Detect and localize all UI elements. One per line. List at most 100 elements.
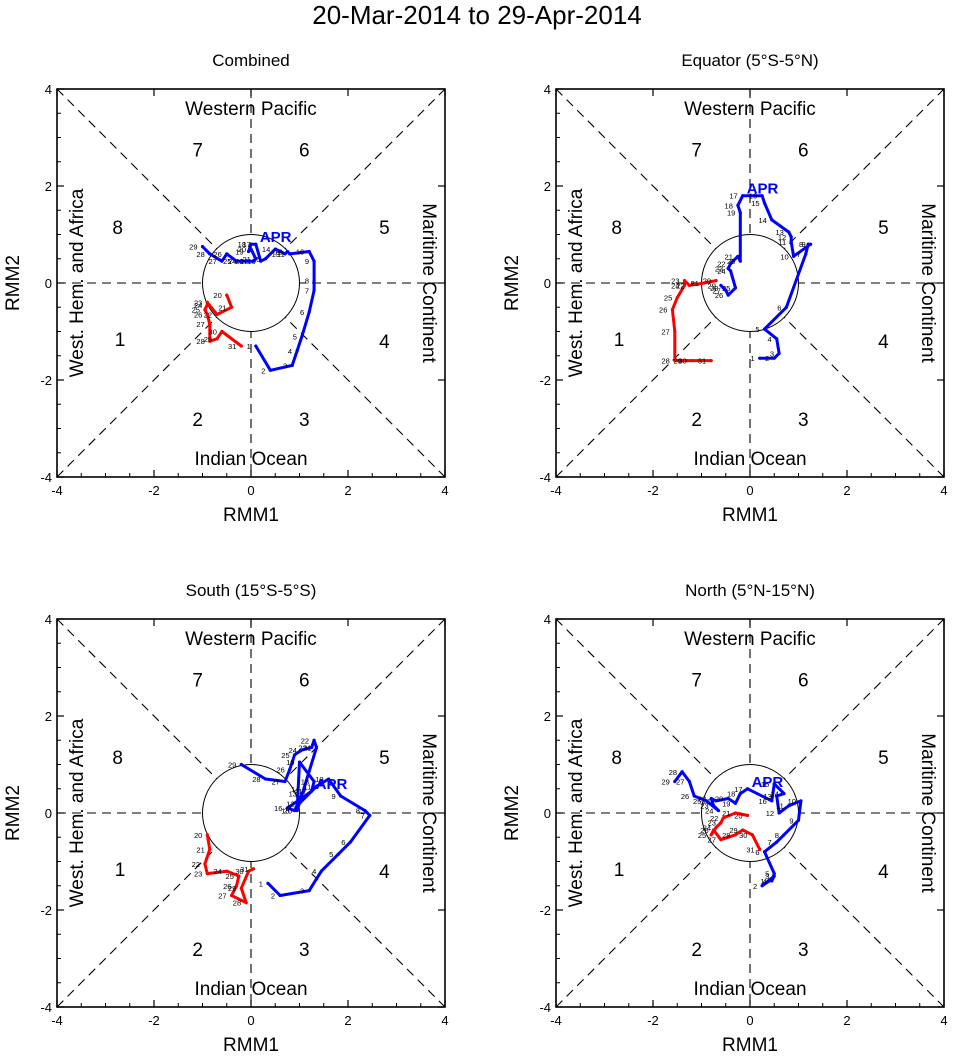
day-label: 18: [725, 201, 733, 210]
y-tick-label: 4: [544, 612, 551, 627]
day-marker: [690, 359, 694, 363]
x-tick-label: 2: [344, 483, 351, 498]
day-marker: [775, 840, 779, 844]
phase-number-3: 3: [299, 940, 310, 961]
region-label-left: West. Hem. and Africa: [566, 718, 587, 907]
day-label: 3: [283, 361, 287, 370]
x-axis-label: RMM1: [223, 1035, 279, 1056]
day-label: 22: [710, 814, 718, 823]
day-label: 28: [661, 357, 669, 366]
day-label: 16: [749, 192, 757, 201]
day-label: 15: [761, 780, 769, 789]
day-label: 25: [664, 294, 672, 303]
day-marker: [777, 351, 781, 355]
day-marker: [760, 194, 764, 198]
day-marker: [208, 252, 212, 256]
x-tick-label: 0: [746, 483, 753, 498]
phase-number-6: 6: [798, 671, 809, 692]
day-marker: [319, 869, 323, 873]
y-tick-label: 0: [45, 806, 52, 821]
day-marker: [249, 242, 253, 246]
day-label: 30: [678, 357, 686, 366]
day-label: 10: [780, 252, 788, 261]
phase-number-2: 2: [691, 940, 702, 961]
day-label: 20: [284, 807, 292, 816]
day-marker: [704, 799, 708, 803]
day-marker: [709, 359, 713, 363]
day-label: 20: [194, 831, 202, 840]
x-tick-label: 0: [247, 1013, 254, 1028]
x-tick-label: 0: [746, 1013, 753, 1028]
day-marker: [702, 281, 706, 285]
day-label: 30: [209, 328, 217, 337]
day-label: 29: [228, 884, 236, 893]
day-label: 24: [289, 746, 297, 755]
day-marker: [283, 252, 287, 256]
day-label: 26: [700, 826, 708, 835]
day-marker: [787, 804, 791, 808]
day-label: 2: [271, 891, 275, 900]
day-label: 31: [240, 865, 248, 874]
day-label: 20: [715, 794, 723, 803]
phase-number-5: 5: [379, 218, 390, 239]
region-label-top: Western Pacific: [684, 99, 816, 120]
day-marker: [234, 259, 239, 263]
day-marker: [709, 796, 713, 801]
day-label: 26: [659, 306, 667, 315]
day-label: 2: [765, 354, 769, 363]
day-marker: [775, 337, 779, 341]
day-marker: [246, 249, 251, 254]
day-label: 18: [301, 777, 309, 786]
day-label: 23: [715, 264, 723, 273]
day-label: 26: [715, 291, 723, 300]
day-label: 4: [763, 877, 767, 886]
day-marker: [307, 310, 311, 314]
x-axis-label: RMM1: [223, 505, 279, 526]
day-label: 14: [262, 245, 270, 254]
day-label: 21: [691, 279, 699, 288]
phase-number-6: 6: [299, 671, 310, 692]
day-label: 28: [233, 899, 241, 908]
y-axis-label: RMM2: [3, 785, 24, 841]
day-marker: [789, 240, 793, 244]
day-label: 22: [192, 860, 200, 869]
day-marker: [312, 779, 316, 784]
day-label: 2: [753, 882, 757, 891]
day-marker: [741, 194, 745, 198]
day-marker: [363, 808, 367, 813]
phase-number-8: 8: [112, 218, 123, 239]
day-marker: [719, 283, 723, 288]
day-label: 13: [289, 790, 297, 799]
day-marker: [239, 344, 243, 348]
day-marker: [314, 784, 319, 788]
phase-number-1: 1: [115, 860, 126, 881]
day-marker: [220, 259, 224, 263]
day-label: 3: [300, 887, 304, 896]
day-label: 8: [305, 277, 309, 286]
march-trajectory: [709, 811, 762, 851]
y-axis-label: RMM2: [502, 785, 523, 841]
day-label: 23: [708, 819, 716, 828]
phase-number-5: 5: [878, 218, 889, 239]
day-marker: [724, 288, 728, 292]
day-label: 22: [676, 281, 684, 290]
day-marker: [300, 792, 304, 796]
day-label: 23: [298, 744, 306, 753]
day-marker: [685, 359, 689, 363]
month-label-apr: APR: [747, 181, 779, 198]
day-label: 7: [797, 250, 801, 259]
phase-number-4: 4: [379, 332, 390, 353]
day-label: 22: [717, 260, 725, 269]
panel-title: Combined: [212, 51, 290, 70]
figure-title: 20-Mar-2014 to 29-Apr-2014: [312, 0, 642, 30]
day-marker: [251, 867, 256, 871]
day-marker: [758, 356, 762, 360]
day-label: 25: [226, 872, 234, 881]
day-label: 23: [194, 870, 202, 879]
y-tick-label: -2: [40, 903, 52, 918]
day-marker: [772, 782, 776, 786]
day-label: 31: [746, 845, 754, 854]
day-label: 26: [223, 882, 231, 891]
day-label: 20: [734, 811, 742, 820]
